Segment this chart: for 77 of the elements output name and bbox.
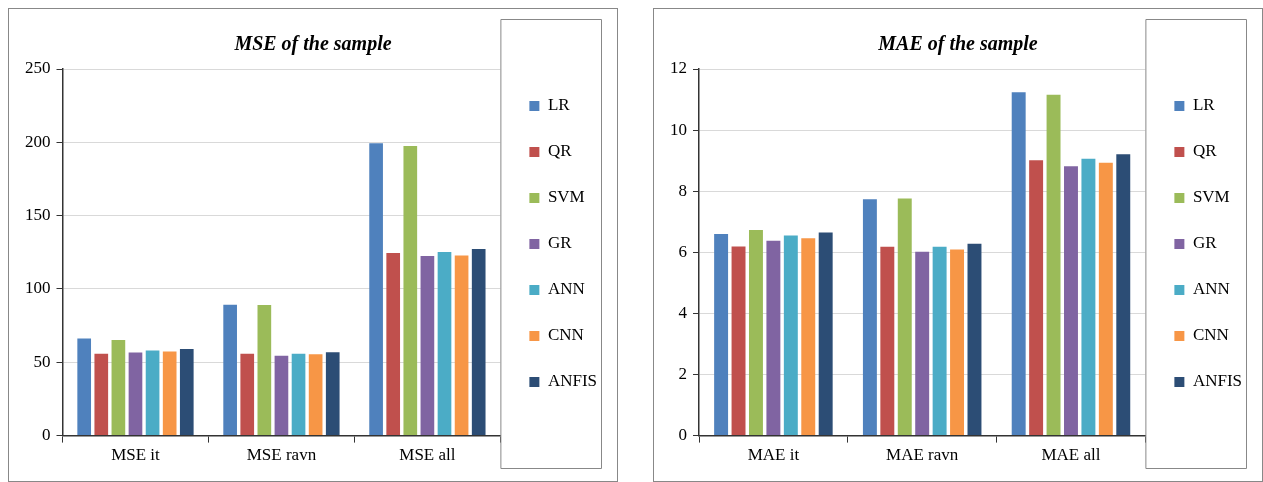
bar [1011,92,1026,436]
legend-label: ANN [547,279,585,299]
bar [714,233,729,436]
bar [1064,166,1078,436]
bar [257,305,272,436]
legend-label: QR [547,141,573,161]
chart-title: MAE of the sample [877,32,1038,56]
y-tick-label: 250 [25,58,51,78]
y-tick-label: 2 [678,363,687,383]
bar [897,198,912,436]
x-tick-label: MAE ravn [886,445,959,465]
bar [454,255,469,436]
y-tick-label: 10 [670,119,687,139]
bar [748,230,763,436]
bar [325,352,340,436]
bar [731,246,746,436]
chart-title: MSE of the sample [233,32,392,56]
legend-label: LR [1192,95,1216,115]
y-tick-label: 12 [670,58,687,78]
legend-label: SVM [547,187,585,207]
legend-label: GR [547,233,573,253]
y-tick-label: 100 [25,278,51,298]
y-tick-label: 0 [678,425,687,445]
bar [437,252,452,436]
legend-label: ANN [1192,279,1230,299]
legend-label: LR [547,95,571,115]
bar [403,145,418,436]
x-tick-label: MSE ravn [246,445,317,465]
bar [766,240,781,436]
bar [369,143,383,436]
y-tick-label: 6 [678,241,687,261]
legend-label: QR [1192,141,1218,161]
legend-label: ANFIS [1192,371,1242,391]
x-tick-label: MSE it [111,445,161,465]
bar [783,235,798,436]
bar [94,353,109,436]
bar [179,348,194,436]
bar [862,199,877,436]
y-tick-label: 150 [25,205,51,225]
bar [1029,160,1044,436]
bar [818,232,833,436]
bar [77,338,92,436]
x-tick-label: MSE all [399,445,456,465]
x-tick-label: MAE it [747,445,800,465]
bar [274,355,289,436]
legend-label: GR [1192,233,1218,253]
bar [1046,94,1061,436]
y-tick-label: 0 [42,425,51,445]
bar [932,246,947,436]
bar [967,243,982,436]
y-tick-label: 200 [25,131,51,151]
bar [308,354,323,436]
bar [223,304,237,436]
bar [240,353,255,436]
bar [111,339,126,436]
bar [1098,162,1113,436]
y-tick-label: 8 [678,180,687,200]
legend-label: CNN [547,325,584,345]
bar [386,253,401,436]
bar [1081,158,1096,436]
y-tick-label: 50 [33,351,51,371]
bar [471,249,486,436]
bar [420,255,435,436]
bar [145,350,160,436]
y-tick-label: 4 [678,302,688,322]
legend-label: CNN [1192,325,1229,345]
bar [162,351,177,436]
legend-label: SVM [1192,187,1230,207]
bar [915,251,930,436]
x-tick-label: MAE all [1041,445,1101,465]
bar [880,246,895,436]
legend-label: ANFIS [547,371,597,391]
bar [291,353,306,436]
bar [801,238,816,436]
bar [950,249,965,436]
bar [1116,154,1131,436]
bar [128,352,143,436]
